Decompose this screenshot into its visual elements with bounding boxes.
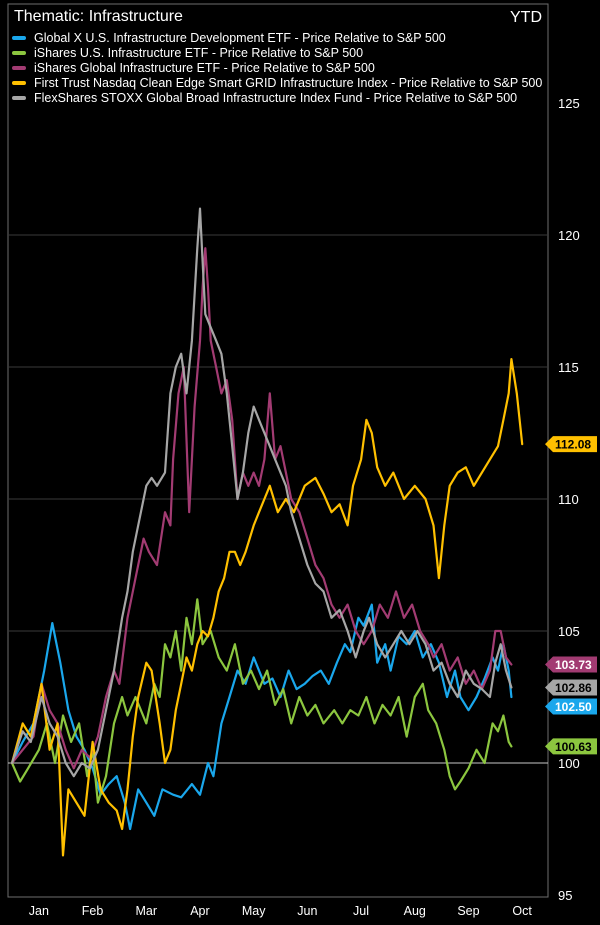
x-tick-label: Mar [135, 904, 157, 918]
series-line [10, 247, 513, 770]
legend-item: iShares Global Infrastructure ETF - Pric… [12, 60, 542, 75]
legend-label: iShares Global Infrastructure ETF - Pric… [34, 60, 375, 75]
legend-swatch [12, 95, 26, 100]
value-tag [545, 679, 597, 696]
series-line [10, 207, 513, 778]
legend-label: iShares U.S. Infrastructure ETF - Price … [34, 45, 364, 60]
value-tag-label: 100.63 [555, 740, 592, 754]
value-tag-label: 103.73 [555, 658, 592, 672]
period-label: YTD [510, 9, 542, 26]
x-tick-label: Aug [404, 904, 426, 918]
legend-item: iShares U.S. Infrastructure ETF - Price … [12, 45, 542, 60]
y-tick-label: 110 [558, 492, 579, 507]
value-tag-label: 102.50 [555, 700, 592, 714]
legend-swatch [12, 50, 26, 55]
legend-label: Global X U.S. Infrastructure Development… [34, 30, 446, 45]
x-tick-label: Oct [512, 904, 532, 918]
y-tick-label: 100 [558, 756, 580, 771]
series-line [10, 603, 513, 831]
value-tag [545, 656, 597, 673]
value-tag [545, 738, 597, 755]
legend-item: Global X U.S. Infrastructure Development… [12, 30, 542, 45]
plot-border [7, 3, 549, 898]
legend-label: First Trust Nasdaq Clean Edge Smart GRID… [34, 75, 543, 90]
legend-swatch [12, 80, 26, 85]
legend-item: First Trust Nasdaq Clean Edge Smart GRID… [12, 75, 542, 90]
legend-label: FlexShares STOXX Global Broad Infrastruc… [34, 90, 518, 105]
x-tick-label: Feb [82, 904, 104, 918]
x-tick-label: Apr [190, 904, 209, 918]
y-tick-label: 125 [558, 96, 580, 111]
series-line [10, 598, 513, 804]
x-tick-label: Jun [297, 904, 317, 918]
value-tag-label: 112.08 [555, 438, 591, 452]
legend-swatch [12, 35, 26, 40]
legend: Global X U.S. Infrastructure Development… [12, 30, 542, 105]
y-tick-label: 120 [558, 228, 580, 243]
value-tag-label: 102.86 [555, 681, 592, 695]
x-tick-label: Jan [29, 904, 49, 918]
y-tick-label: 115 [558, 360, 579, 375]
value-tag [545, 698, 597, 715]
y-tick-label: 105 [558, 624, 580, 639]
x-tick-label: Sep [457, 904, 479, 918]
legend-item: FlexShares STOXX Global Broad Infrastruc… [12, 90, 542, 105]
y-tick-label: 95 [558, 888, 572, 903]
value-tag [545, 436, 597, 453]
chart-title: Thematic: Infrastructure [14, 8, 183, 25]
x-tick-label: Jul [353, 904, 369, 918]
x-tick-label: May [242, 904, 266, 918]
series-line [10, 358, 524, 857]
legend-swatch [12, 65, 26, 70]
